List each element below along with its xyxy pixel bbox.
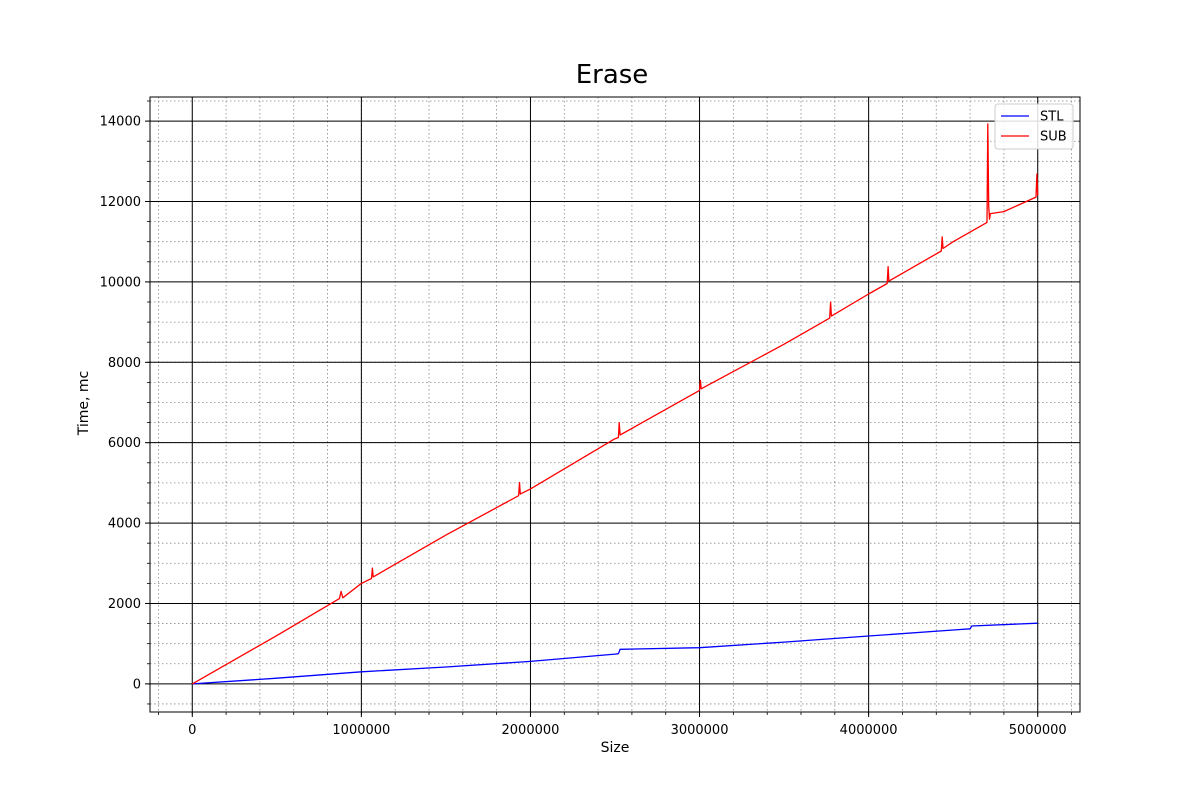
series-layer — [191, 123, 1039, 685]
axis-ticks: 0 1000000 2000000 3000000 4000000 5000000 0 200… — [100, 100, 1072, 738]
legend-box — [994, 103, 1074, 150]
legend-label-sub: SUB — [1040, 130, 1067, 145]
plot-frame — [149, 96, 1081, 713]
legend-label-stl: STL — [1040, 110, 1064, 125]
y-tick-label: 4000 — [108, 517, 141, 532]
y-tick-label: 2000 — [108, 597, 141, 612]
x-tick-label: 4000000 — [840, 723, 898, 738]
y-tick-label: 12000 — [100, 195, 141, 210]
legend: STL SUB — [994, 103, 1074, 150]
series-line-stl — [192, 622, 1038, 685]
major-grid — [150, 97, 1080, 712]
y-tick-label: 8000 — [108, 356, 141, 371]
y-tick-label: 10000 — [100, 275, 141, 290]
x-axis-label: Size — [601, 740, 630, 756]
x-tick-label: 0 — [188, 723, 196, 738]
x-tick-label: 2000000 — [502, 723, 560, 738]
y-tick-label: 0 — [133, 677, 141, 692]
x-tick-label: 5000000 — [1009, 723, 1067, 738]
x-tick-label: 3000000 — [671, 723, 729, 738]
y-tick-label: 6000 — [108, 436, 141, 451]
series-line-sub — [191, 123, 1039, 685]
x-tick-label: 1000000 — [332, 723, 390, 738]
chart-title: Erase — [576, 60, 649, 90]
y-axis-label: Time, mc — [76, 371, 92, 437]
y-tick-label: 14000 — [100, 115, 141, 130]
